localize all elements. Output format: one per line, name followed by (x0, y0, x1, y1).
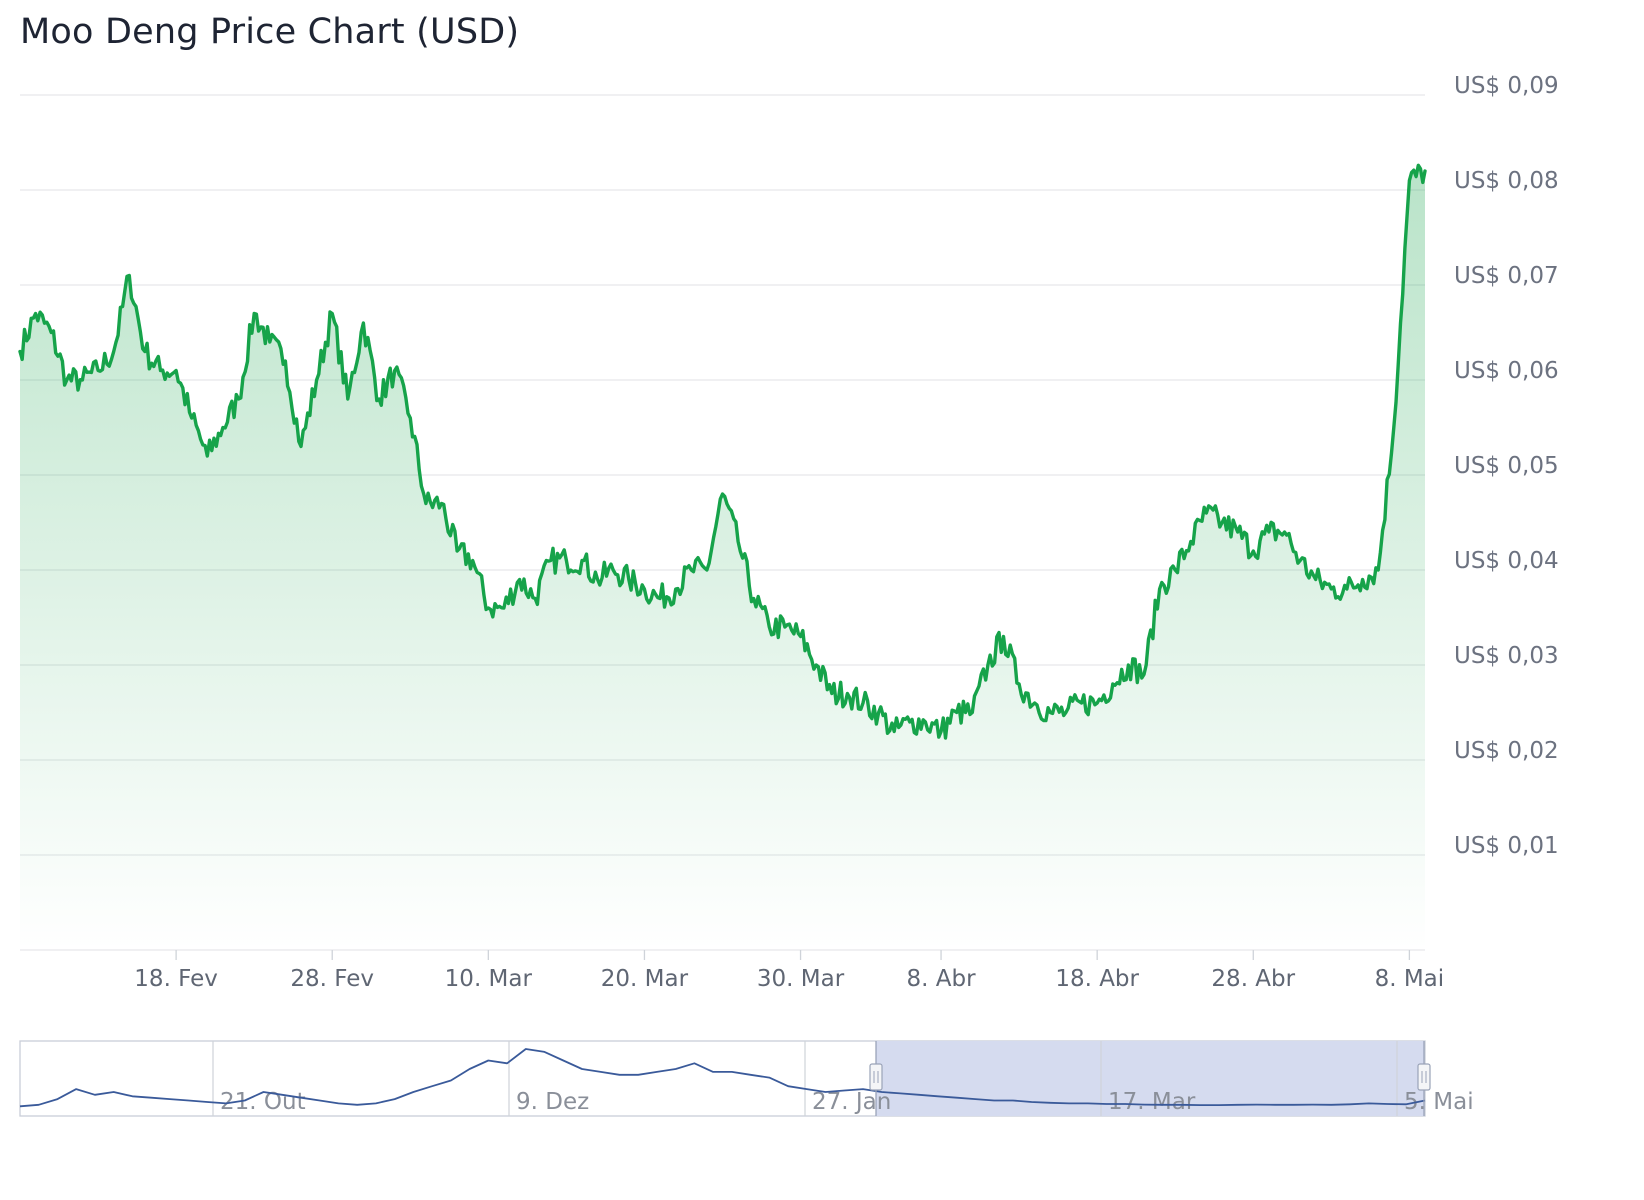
navigator-tick-label: 17. Mar (1108, 1089, 1196, 1115)
y-tick-label: US$ 0,02 (1454, 738, 1559, 764)
y-tick-label: US$ 0,03 (1454, 643, 1559, 669)
price-area (20, 165, 1425, 951)
x-tick-label: 8. Mai (1375, 966, 1445, 992)
x-tick-label: 10. Mar (445, 966, 533, 992)
price-line-layer (18, 163, 1427, 740)
y-tick-label: US$ 0,06 (1454, 358, 1559, 384)
navigator-tick-label: 9. Dez (516, 1089, 589, 1115)
navigator-line (19, 1048, 1426, 1108)
x-axis: 18. Fev 28. Fev 10. Mar 20. Mar 30. Mar 8. Ab… (134, 950, 1444, 992)
x-tick-label: 28. Abr (1211, 966, 1295, 992)
y-tick-label: US$ 0,08 (1454, 168, 1559, 194)
navigator-right-handle[interactable] (1417, 1063, 1431, 1091)
y-tick-label: US$ 0,01 (1454, 833, 1559, 859)
navigator-tick-label: 27. Jan (812, 1089, 891, 1115)
navigator-left-handle[interactable] (869, 1063, 883, 1091)
x-tick-label: 18. Abr (1055, 966, 1139, 992)
x-tick-label: 18. Fev (134, 966, 218, 992)
navigator[interactable]: 21. Out 9. Dez 27. Jan 17. Mar 5. Mai (19, 1040, 1474, 1117)
y-axis: US$ 0,09 US$ 0,08 US$ 0,07 US$ 0,06 US$ 0,05… (1454, 73, 1559, 859)
area-fill (20, 165, 1425, 951)
y-tick-label: US$ 0,07 (1454, 263, 1559, 289)
navigator-selection[interactable] (876, 1041, 1424, 1116)
price-line (18, 163, 1427, 740)
x-tick-label: 8. Abr (907, 966, 977, 992)
x-tick-label: 28. Fev (290, 966, 374, 992)
y-tick-label: US$ 0,04 (1454, 548, 1559, 574)
chart-title: Moo Deng Price Chart (USD) (20, 12, 520, 52)
y-tick-label: US$ 0,05 (1454, 453, 1559, 479)
y-tick-label: US$ 0,09 (1454, 73, 1559, 99)
x-tick-label: 20. Mar (601, 966, 689, 992)
x-tick-label: 30. Mar (757, 966, 845, 992)
